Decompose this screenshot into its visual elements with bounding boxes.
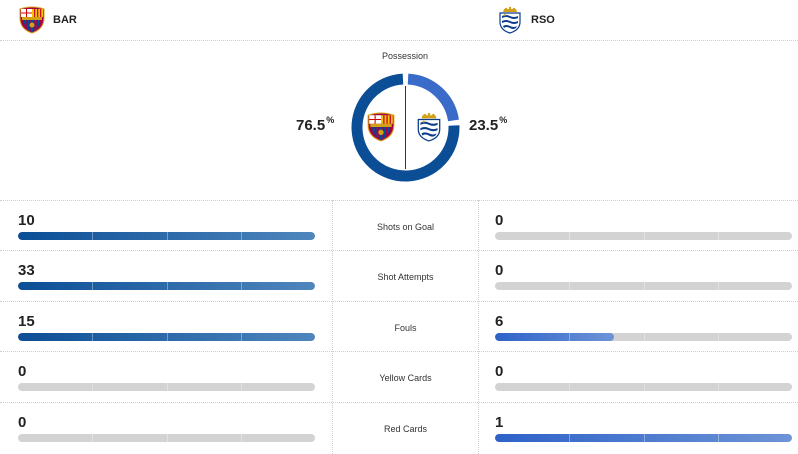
- home-possession-arc: [351, 73, 460, 182]
- bar-segment-tick: [569, 282, 571, 290]
- bar-segment-tick: [643, 333, 645, 341]
- home-stat-bar-fill: [18, 282, 315, 290]
- away-stat-value: 0: [495, 212, 504, 229]
- bar-segment-tick: [240, 383, 242, 391]
- possession-title: Possession: [381, 51, 429, 61]
- bar-segment-tick: [92, 282, 94, 290]
- stat-label: Shot Attempts: [377, 272, 434, 282]
- stat-row: 0 Red Cards 1: [0, 402, 798, 453]
- team-header: BAR RSO: [0, 0, 798, 41]
- away-stat-value: 6: [495, 313, 504, 330]
- possession-panel: Possession 76.5% 23.5%: [0, 40, 798, 200]
- bar-segment-tick: [717, 434, 719, 442]
- bar-segment-tick: [240, 434, 242, 442]
- bar-segment-tick: [569, 232, 571, 240]
- away-stat-value: 0: [495, 363, 504, 380]
- real-sociedad-crest-icon: [415, 112, 443, 142]
- away-stat-bar: [495, 434, 792, 442]
- home-stat-bar: [18, 434, 315, 442]
- away-stat-value: 0: [495, 262, 504, 279]
- away-team-abbr: RSO: [531, 14, 555, 26]
- bar-segment-tick: [92, 383, 94, 391]
- bar-segment-tick: [569, 434, 571, 442]
- bar-segment-tick: [643, 434, 645, 442]
- bar-segment-tick: [166, 232, 168, 240]
- away-stat-bar-fill: [495, 333, 614, 341]
- stat-row: 33 Shot Attempts 0: [0, 250, 798, 301]
- real-sociedad-crest-icon: [497, 6, 523, 34]
- away-stat-value: 1: [495, 414, 504, 431]
- bar-segment-tick: [166, 434, 168, 442]
- bar-segment-tick: [166, 333, 168, 341]
- home-stat-value: 0: [18, 363, 27, 380]
- away-stat-bar: [495, 282, 792, 290]
- bar-segment-tick: [92, 333, 94, 341]
- stat-label: Red Cards: [383, 424, 428, 434]
- stat-label: Yellow Cards: [379, 373, 432, 383]
- bar-segment-tick: [717, 383, 719, 391]
- bar-segment-tick: [240, 333, 242, 341]
- home-possession-percent: 76.5%: [296, 115, 335, 134]
- stat-label: Fouls: [394, 323, 417, 333]
- home-stat-bar-fill: [18, 232, 315, 240]
- home-stat-bar-fill: [18, 333, 315, 341]
- bar-segment-tick: [569, 383, 571, 391]
- home-stat-bar: [18, 232, 315, 240]
- bar-segment-tick: [569, 333, 571, 341]
- bar-segment-tick: [643, 232, 645, 240]
- bar-segment-tick: [717, 232, 719, 240]
- away-possession-percent: 23.5%: [469, 115, 508, 134]
- bar-segment-tick: [643, 282, 645, 290]
- bar-segment-tick: [240, 232, 242, 240]
- away-possession-arc: [407, 73, 459, 122]
- column-divider-right: [478, 200, 479, 454]
- column-divider-left: [332, 200, 333, 454]
- bar-segment-tick: [643, 383, 645, 391]
- bar-segment-tick: [717, 282, 719, 290]
- stat-row: 0 Yellow Cards 0: [0, 351, 798, 402]
- bar-segment-tick: [717, 333, 719, 341]
- home-team-abbr: BAR: [53, 14, 77, 26]
- fc-barcelona-crest-icon: [367, 112, 395, 142]
- home-stat-value: 0: [18, 414, 27, 431]
- away-stat-bar-fill: [495, 434, 792, 442]
- stat-row: 10 Shots on Goal 0: [0, 200, 798, 251]
- stat-label: Shots on Goal: [376, 222, 435, 232]
- home-stat-bar: [18, 333, 315, 341]
- home-stat-value: 10: [18, 212, 35, 229]
- away-stat-bar: [495, 333, 792, 341]
- home-stat-bar: [18, 282, 315, 290]
- bar-segment-tick: [166, 282, 168, 290]
- away-stat-bar: [495, 383, 792, 391]
- bar-segment-tick: [166, 383, 168, 391]
- stat-row: 15 Fouls 6: [0, 301, 798, 352]
- bar-segment-tick: [92, 434, 94, 442]
- bar-segment-tick: [240, 282, 242, 290]
- home-team[interactable]: BAR: [19, 6, 77, 34]
- home-stat-value: 15: [18, 313, 35, 330]
- home-stat-value: 33: [18, 262, 35, 279]
- away-team[interactable]: RSO: [497, 6, 555, 34]
- fc-barcelona-crest-icon: [19, 6, 45, 34]
- possession-donut: [351, 73, 460, 182]
- away-stat-bar: [495, 232, 792, 240]
- home-stat-bar: [18, 383, 315, 391]
- bar-segment-tick: [92, 232, 94, 240]
